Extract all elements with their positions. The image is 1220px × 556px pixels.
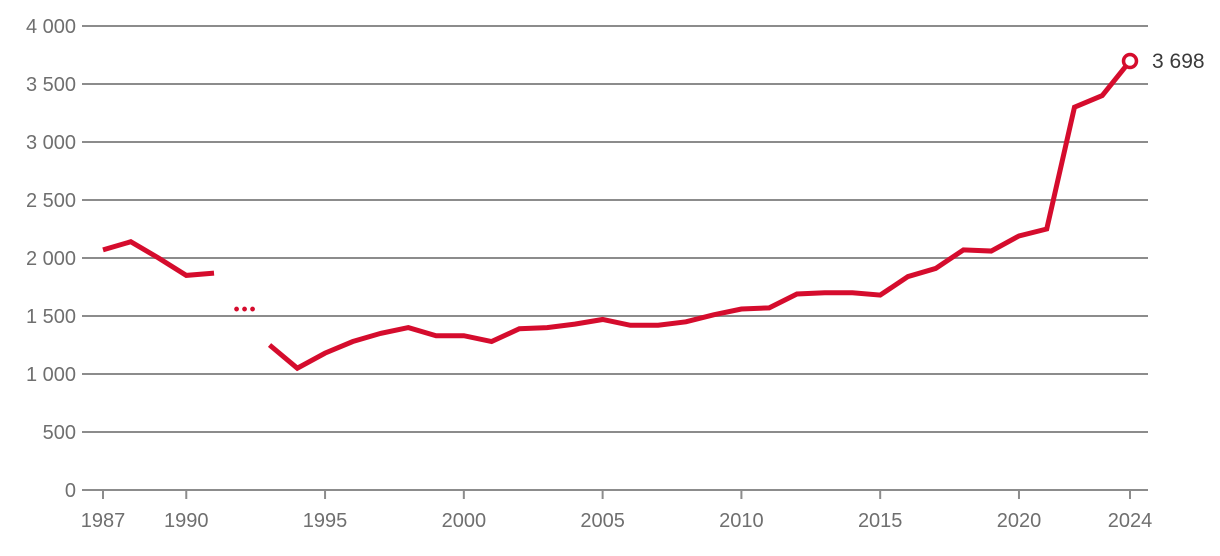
x-tick-label: 2024 [1108,510,1153,532]
gap-dots [242,306,247,312]
y-tick-label: 500 [43,422,76,444]
y-tick-label: 2 000 [26,248,76,270]
x-tick-label: 1990 [164,510,209,532]
end-marker [1121,52,1139,70]
end-value-label: 3 698 [1152,50,1205,73]
y-tick-label: 1 500 [26,306,76,328]
gap-dots [250,306,255,312]
x-tick-label: 2000 [442,510,487,532]
gap-dots [234,306,239,312]
x-tick-label: 2015 [858,510,903,532]
x-tick-label: 2020 [997,510,1042,532]
data-line [267,59,1132,372]
data-line [102,239,215,278]
y-tick-label: 3 500 [26,74,76,96]
x-tick-label: 2005 [580,510,625,532]
x-tick-label: 1987 [81,510,126,532]
y-tick-label: 2 500 [26,190,76,212]
y-tick-label: 0 [65,480,76,502]
y-tick-label: 3 000 [26,132,76,154]
x-tick-label: 2010 [719,510,764,532]
x-tick-label: 1995 [303,510,348,532]
y-tick-label: 4 000 [26,16,76,38]
y-tick-label: 1 000 [26,364,76,386]
